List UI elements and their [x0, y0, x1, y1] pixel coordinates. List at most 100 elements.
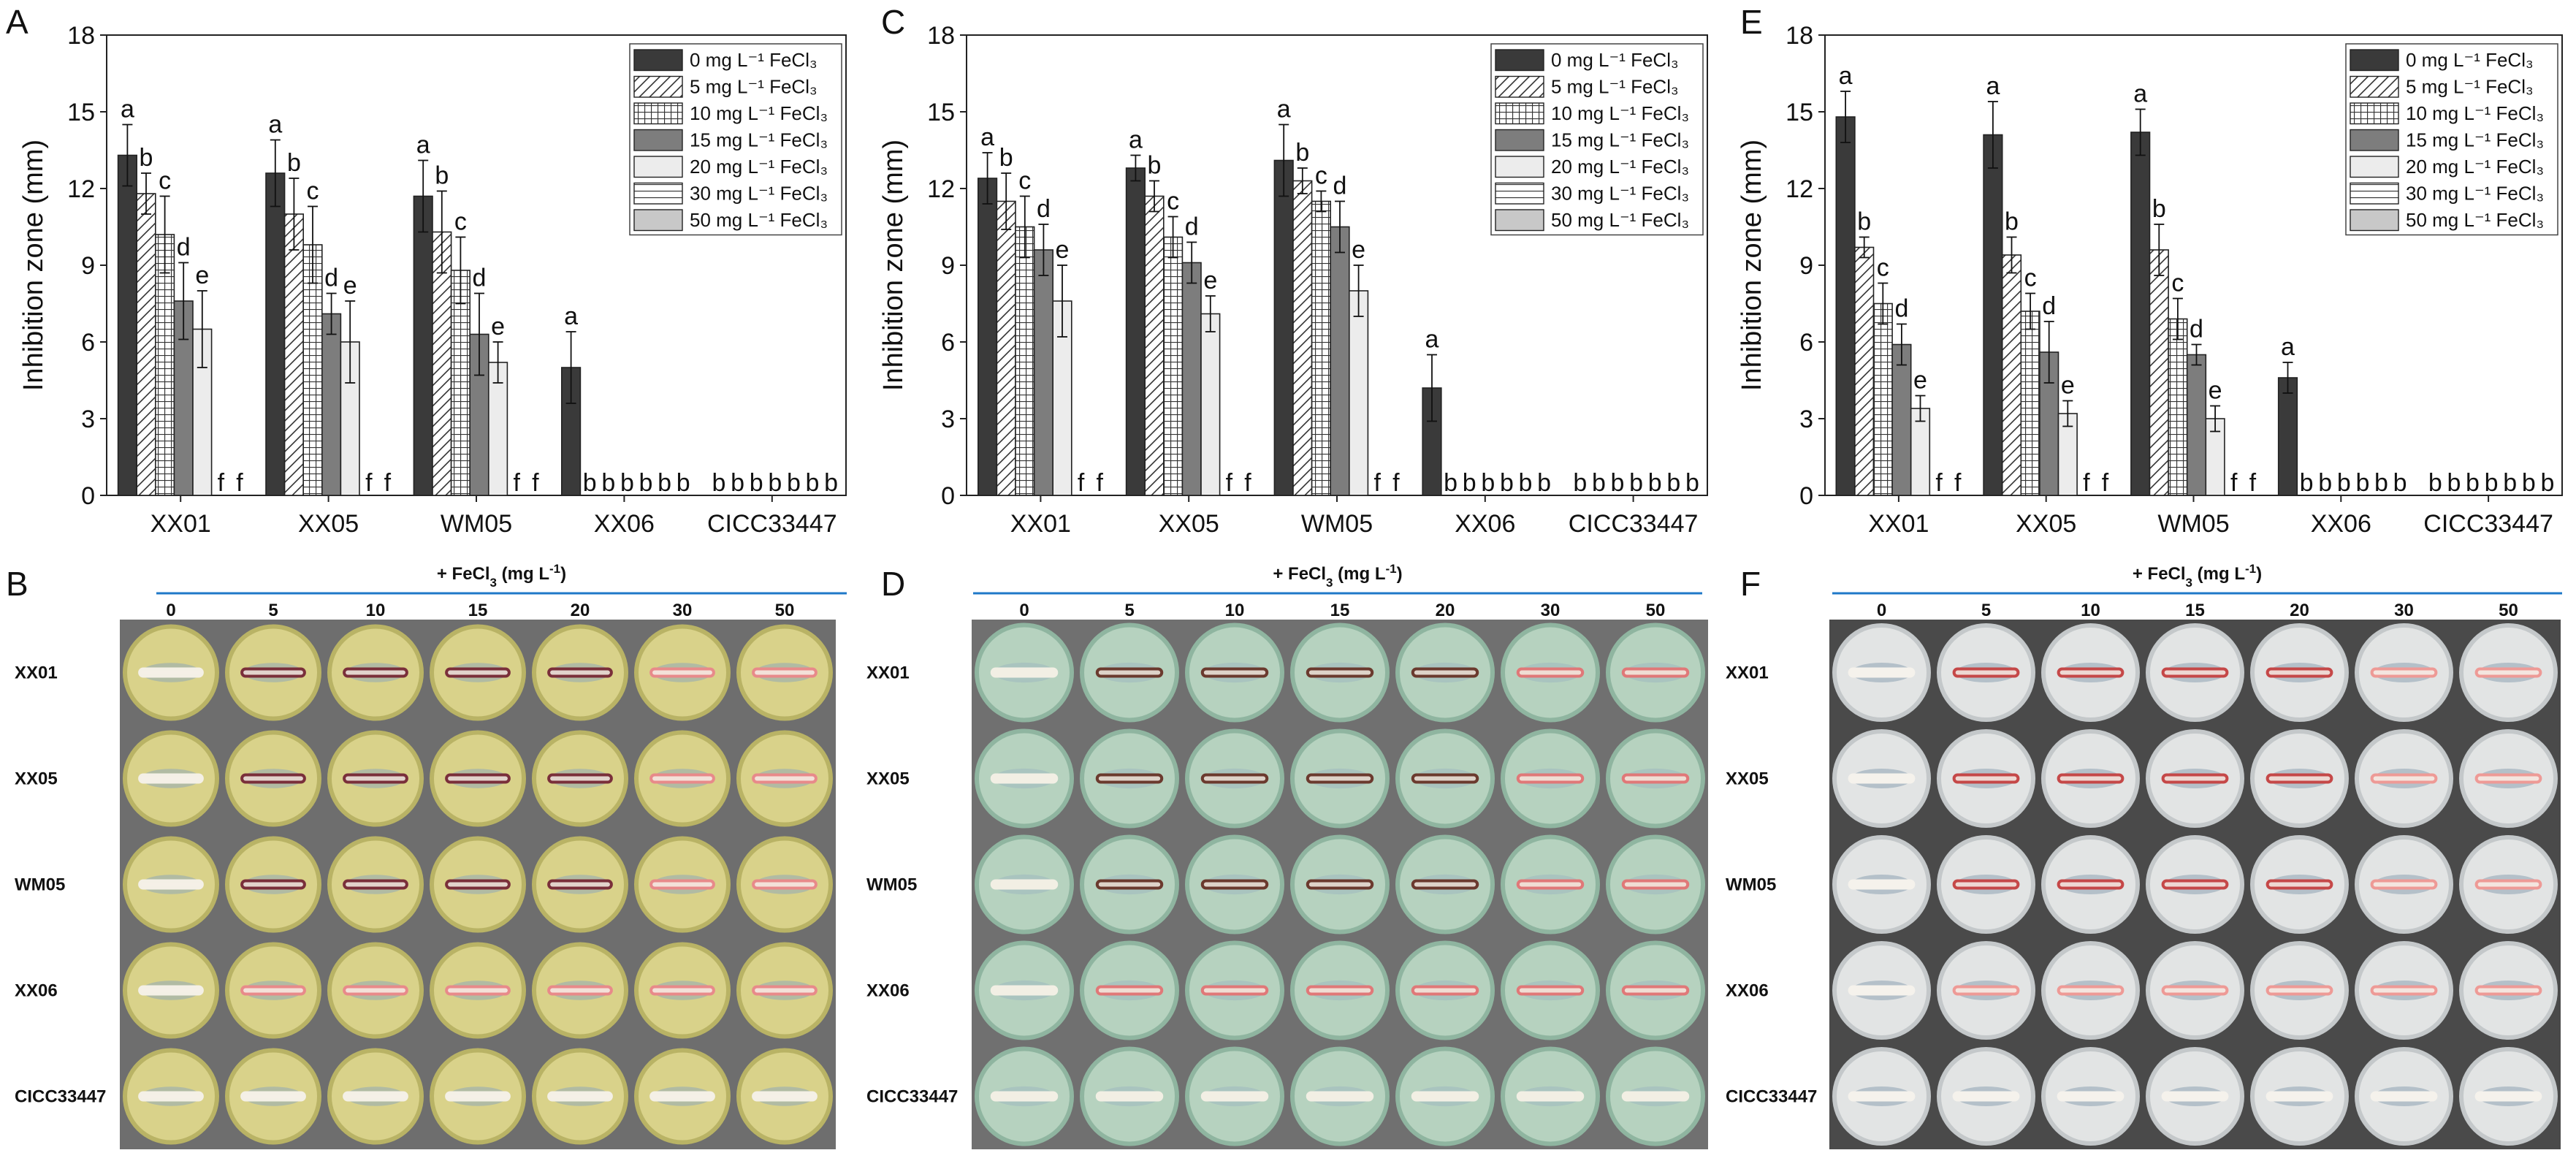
y-tick-label: 3: [1799, 406, 1813, 433]
legend-label: 15 mg L⁻¹ FeCl₃: [2406, 129, 2544, 151]
bar: [117, 154, 138, 496]
plate: [634, 730, 731, 827]
panel-letter: E: [1740, 3, 1763, 41]
legend-label: 0 mg L⁻¹ FeCl₃: [1551, 49, 1679, 71]
column-label: 50: [775, 601, 795, 620]
streak-highlight: [1519, 882, 1582, 887]
legend-swatch: [1495, 209, 1544, 232]
plate: [123, 730, 219, 827]
bar: [265, 172, 286, 496]
plate: [1080, 623, 1179, 723]
significance-letter: d: [177, 234, 191, 262]
significance-letter: b: [1519, 469, 1533, 497]
streak-highlight: [1098, 776, 1161, 781]
significance-letter: e: [1352, 236, 1365, 264]
bar: [1144, 195, 1165, 496]
panel-letter: B: [6, 565, 28, 603]
streak-highlight: [1308, 1094, 1371, 1099]
plate: [430, 730, 526, 827]
significance-letter: b: [2447, 469, 2461, 497]
significance-letter: b: [287, 149, 301, 177]
significance-letter: b: [1463, 469, 1476, 497]
plate: [2459, 941, 2558, 1040]
streak-highlight: [755, 1094, 815, 1099]
streak-highlight: [755, 988, 815, 993]
plate: [736, 1048, 833, 1145]
significance-letter: a: [1129, 126, 1143, 154]
y-tick-label: 12: [927, 175, 955, 203]
significance-letter: c: [1167, 188, 1179, 216]
panel-letter: D: [881, 565, 905, 603]
x-tick-label: CICC33447: [1569, 510, 1699, 538]
plate: [736, 624, 833, 721]
bar: [1292, 180, 1313, 496]
streak-highlight: [2268, 1094, 2331, 1099]
plate: [975, 728, 1074, 829]
plate: [1290, 1046, 1390, 1146]
plate: [2250, 835, 2349, 934]
streak-highlight: [1851, 882, 1913, 887]
streak-highlight: [448, 988, 508, 993]
panel-letter: F: [1740, 565, 1761, 603]
plate: [1395, 728, 1495, 829]
plate: [634, 836, 731, 933]
streak-highlight: [1203, 1094, 1266, 1099]
significance-letter: c: [1018, 167, 1031, 195]
dose-header-exp: -1: [2245, 562, 2256, 576]
streak-highlight: [1098, 670, 1161, 675]
streak-highlight: [755, 882, 815, 887]
streak-highlight: [2477, 882, 2539, 887]
legend-swatch: [1495, 102, 1544, 125]
plate: [2041, 941, 2140, 1040]
significance-letter: b: [1611, 469, 1625, 497]
y-tick-label: 3: [941, 406, 955, 433]
significance-letter: b: [2005, 208, 2019, 236]
plate: [123, 942, 219, 1039]
plate: [1501, 728, 1600, 829]
streak-highlight: [141, 988, 201, 993]
streak-highlight: [2477, 776, 2539, 781]
streak-highlight: [1955, 1094, 2017, 1099]
plate: [327, 730, 424, 827]
streak-highlight: [141, 1094, 201, 1099]
column-label: 15: [2185, 601, 2205, 620]
significance-letter: e: [2209, 377, 2222, 405]
plate: [1832, 729, 1931, 828]
dose-header-close: ): [1397, 564, 1403, 584]
bar: [1330, 226, 1350, 496]
significance-letter: d: [1185, 213, 1199, 241]
streak-highlight: [652, 776, 712, 781]
bar: [1015, 226, 1035, 496]
streak-highlight: [448, 670, 508, 675]
significance-letter: f: [1954, 469, 1962, 497]
dose-header-sub: 3: [2186, 576, 2192, 590]
streak-highlight: [1098, 882, 1161, 887]
plate: [975, 834, 1074, 934]
plate: [225, 836, 321, 933]
plate: [2041, 623, 2140, 722]
legend-label: 15 mg L⁻¹ FeCl₃: [1551, 129, 1689, 151]
plate: [430, 1048, 526, 1145]
significance-letter: f: [384, 469, 392, 497]
plate: [736, 730, 833, 827]
bar: [978, 178, 998, 496]
significance-letter: c: [2024, 264, 2037, 292]
plate: [532, 942, 628, 1039]
panel-letter: A: [6, 3, 28, 41]
y-tick-label: 9: [941, 252, 955, 280]
legend-label: 20 mg L⁻¹ FeCl₃: [690, 156, 828, 178]
streak-highlight: [1098, 988, 1161, 993]
y-tick-label: 0: [81, 482, 95, 510]
streak-highlight: [346, 988, 405, 993]
significance-letter: b: [1592, 469, 1606, 497]
plate: [2355, 835, 2453, 934]
bar: [413, 195, 433, 496]
legend-swatch: [2350, 129, 2399, 151]
streak-highlight: [346, 882, 405, 887]
significance-letter: b: [601, 469, 615, 497]
significance-letter: d: [2190, 316, 2203, 343]
y-axis-label: Inhibition zone (mm): [878, 140, 909, 391]
significance-letter: f: [1392, 469, 1400, 497]
streak-highlight: [550, 670, 610, 675]
